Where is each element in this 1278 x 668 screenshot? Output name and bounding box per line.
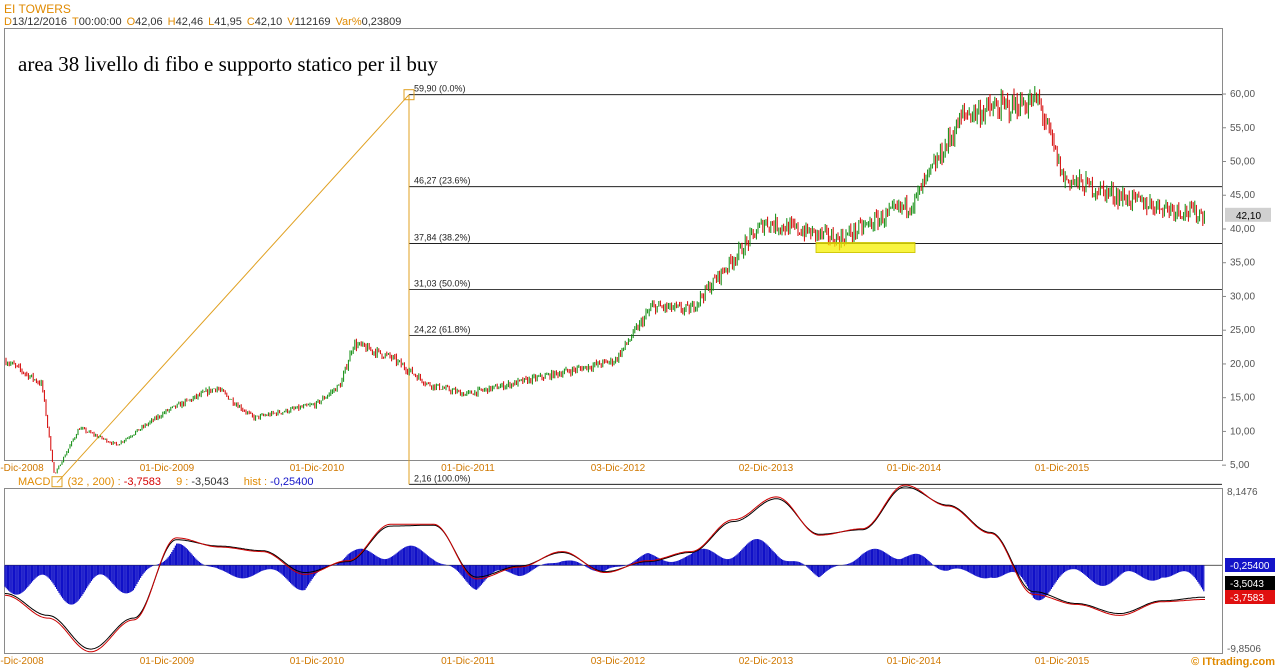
ohlc-value-t: 00:00:00 [78, 16, 122, 28]
ohlc-value-l: 41,95 [214, 16, 242, 28]
ohlc-key-d: D [4, 16, 12, 28]
price-date-label: 01-Dic-2011 [441, 463, 495, 474]
macd-date-label: 02-Dic-2013 [739, 656, 794, 667]
macd-axis-top: 8,1476 [1227, 487, 1258, 498]
price-tick-label: 60,00 [1230, 89, 1255, 100]
price-panel-frame [4, 28, 1223, 461]
symbol-title: EI TOWERS [4, 2, 71, 16]
price-tick-label: 15,00 [1230, 393, 1255, 404]
price-tick-label: 20,00 [1230, 359, 1255, 370]
fib-low-handle [51, 476, 63, 488]
macd-date-label: 01-Dic-2010 [290, 656, 345, 667]
macd-date-label: 01-Dic-2011 [441, 656, 495, 667]
price-date-label: -Dic-2008 [0, 463, 44, 474]
macd-badge-text: -3,5043 [1230, 579, 1264, 590]
fib-trend-line [56, 94, 410, 484]
macd-line [4, 484, 1205, 653]
macd-axis-bottom: -9,8506 [1227, 644, 1261, 655]
ohlc-value-d: 13/12/2016 [11, 16, 68, 28]
ohlc-key-t: T [72, 16, 79, 28]
macd-badge-text: -0,25400 [1230, 561, 1270, 572]
hist-value: -0,25400 [270, 476, 314, 488]
macd-badge-text: -3,7583 [1230, 593, 1264, 604]
macd-date-label: 01-Dic-2014 [887, 656, 942, 667]
macd-date-label: 03-Dic-2012 [591, 656, 646, 667]
macd-header: MACD (32 , 200) : -3,7583 9 : -3,5043 hi… [18, 476, 314, 488]
ohlc-value-o: 42,06 [135, 16, 163, 28]
ohlc-key-h: H [167, 16, 176, 28]
macd-value: -3,7583 [123, 476, 162, 488]
price-date-label: 01-Dic-2015 [1035, 463, 1090, 474]
ohlc-value-v: 112169 [294, 16, 331, 28]
fib-level-label: 24,22 (61.8%) [414, 324, 471, 334]
ohlc-readout: D13/12/2016 T00:00:00 O42,06 H42,46 L41,95 C4… [4, 16, 401, 28]
price-tick-label: 25,00 [1230, 325, 1255, 336]
ohlc-key-varpct: Var% [335, 16, 362, 28]
macd-badge [1225, 576, 1275, 590]
signal-period: 9 : [176, 476, 189, 488]
ohlc-value-h: 42,46 [175, 16, 204, 28]
macd-badge [1225, 558, 1275, 572]
price-tick-label: 30,00 [1230, 291, 1255, 302]
ohlc-key-o: O [126, 16, 136, 28]
last-price-badge [1225, 207, 1271, 222]
annotation-text: area 38 livello di fibo e supporto stati… [18, 52, 438, 76]
fib-level-label: 37,84 (38.2%) [414, 233, 471, 243]
fib-level-label: 2,16 (100.0%) [414, 473, 471, 483]
fib-level-label: 31,03 (50.0%) [414, 279, 471, 289]
signal-value: -3,5043 [191, 476, 229, 488]
price-tick-label: 40,00 [1230, 224, 1255, 235]
last-price-text: 42,10 [1236, 211, 1261, 222]
ohlc-value-varpct: 0,23809 [361, 16, 402, 28]
support-zone-highlight [815, 242, 916, 253]
macd-badge [1225, 590, 1275, 604]
macd-date-label: -Dic-2008 [0, 656, 44, 667]
price-date-label: 01-Dic-2014 [887, 463, 942, 474]
watermark: © ITtrading.com [1191, 656, 1275, 668]
price-date-label: 02-Dic-2013 [739, 463, 794, 474]
price-tick-label: 55,00 [1230, 123, 1255, 134]
price-tick-label: 35,00 [1230, 258, 1255, 269]
price-date-label: 03-Dic-2012 [591, 463, 646, 474]
ohlc-key-c: C [246, 16, 255, 28]
fib-level-label: 59,90 (0.0%) [414, 84, 466, 94]
fib-high-handle [403, 89, 415, 101]
ohlc-key-v: V [287, 16, 295, 28]
price-date-label: 01-Dic-2010 [290, 463, 345, 474]
fib-level-label: 46,27 (23.6%) [414, 176, 471, 186]
price-tick-label: 50,00 [1230, 157, 1255, 168]
macd-name: MACD [18, 476, 51, 488]
macd-date-label: 01-Dic-2009 [140, 656, 195, 667]
ohlc-value-c: 42,10 [254, 16, 283, 28]
macd-params: (32 , 200) : [67, 476, 121, 488]
price-tick-label: 10,00 [1230, 426, 1255, 437]
price-date-label: 01-Dic-2009 [140, 463, 195, 474]
macd-date-label: 01-Dic-2015 [1035, 656, 1090, 667]
hist-label: hist : [243, 476, 267, 488]
price-tick-label: 45,00 [1230, 190, 1255, 201]
price-tick-label: 5,00 [1230, 460, 1250, 471]
ohlc-key-l: L [208, 16, 215, 28]
